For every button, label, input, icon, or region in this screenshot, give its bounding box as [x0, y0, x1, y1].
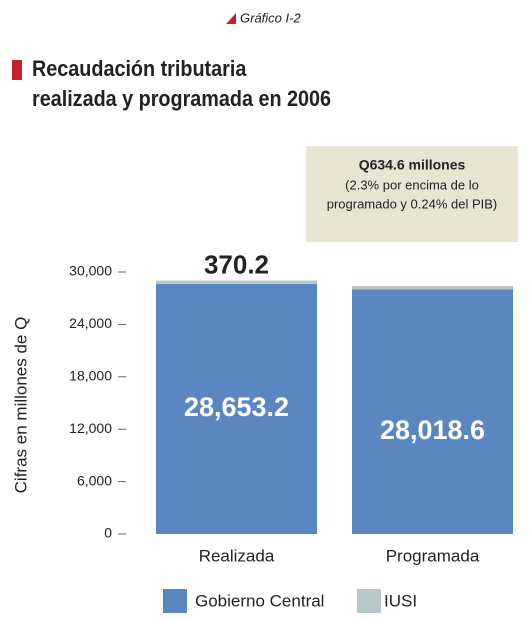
data-label: 370.2 [204, 249, 269, 279]
annotation-box [306, 146, 518, 242]
y-tick-label: 24,000 [69, 315, 112, 331]
y-tick-label: 0 [104, 525, 112, 541]
legend-label: Gobierno Central [195, 591, 324, 610]
y-axis-label: Cifras en millones de Q [11, 317, 30, 494]
bar-segment [156, 280, 317, 284]
chart-title: Recaudación tributaria [32, 57, 247, 81]
data-label: 28,018.6 [380, 415, 485, 445]
figure-label: Gráfico I-2 [240, 10, 301, 25]
data-label: 28,653.2 [184, 392, 289, 422]
bar-segment [156, 283, 317, 534]
annotation-title: Q634.6 millones [359, 157, 466, 173]
y-tick-label: 18,000 [69, 368, 112, 384]
y-tick-label: 6,000 [77, 472, 112, 488]
bar-segment [352, 289, 513, 534]
title-marker [12, 60, 22, 80]
bar-segment [352, 286, 513, 290]
y-tick-label: 12,000 [69, 420, 112, 436]
annotation-text: programado y 0.24% del PIB) [327, 196, 498, 211]
chart-title: realizada y programada en 2006 [32, 87, 331, 111]
annotation-text: (2.3% por encima de lo [345, 177, 479, 192]
x-tick-label: Programada [386, 546, 480, 565]
y-tick-label: 30,000 [69, 263, 112, 279]
legend-swatch [163, 589, 187, 613]
x-tick-label: Realizada [199, 546, 275, 565]
figure-marker [226, 13, 236, 24]
legend-label: IUSI [384, 591, 417, 610]
legend-swatch [357, 589, 381, 613]
